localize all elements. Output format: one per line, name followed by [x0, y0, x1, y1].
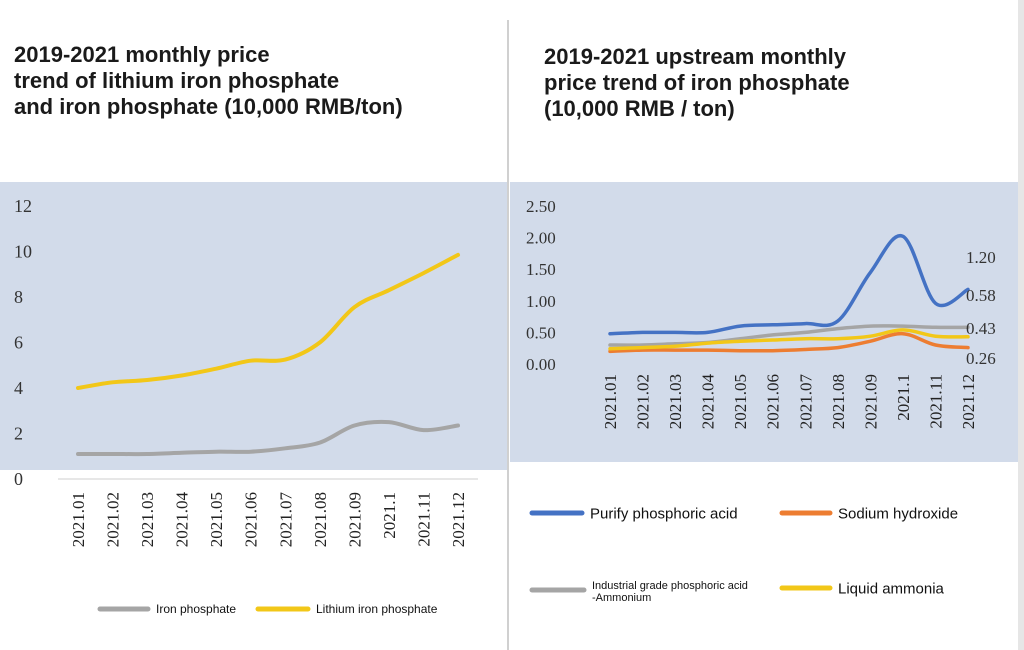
y-tick-label: 0.00	[526, 355, 556, 374]
right-plot-band	[510, 182, 1024, 462]
x-tick-label: 2021.01	[69, 492, 88, 547]
left-chart: 0 2 4 6 8 10 12 2021.01 2021.02 2021.03 2021.04 202…	[14, 196, 478, 616]
series-line-1	[608, 234, 970, 336]
panel-divider	[507, 20, 509, 650]
y-tick-label: 8	[14, 287, 23, 307]
x-tick-label: 2021.1	[894, 374, 913, 421]
y-tick-label: 1.50	[526, 260, 556, 279]
y-tick-label: 2	[14, 424, 23, 444]
y-tick-label: 0	[14, 469, 23, 489]
x-tick-label: 2021.11	[926, 374, 945, 429]
x-tick-label: 2021.06	[764, 374, 783, 429]
series-line-4	[608, 328, 970, 351]
legend-label: Liquid ammonia	[838, 580, 945, 597]
y-tick-label: 10	[14, 242, 32, 262]
x-tick-label: 2021.11	[414, 492, 433, 547]
x-tick-label: 2021.03	[138, 492, 157, 547]
y-tick-label: 6	[14, 333, 23, 353]
x-tick-label: 2021.08	[311, 492, 330, 547]
x-tick-label: 2021.05	[207, 492, 226, 547]
end-value-label: 0.26	[966, 349, 996, 368]
series-line-2	[76, 252, 460, 390]
y-tick-label: 4	[14, 378, 23, 398]
x-tick-label: 2021.06	[242, 492, 261, 547]
x-tick-label: 2021.12	[959, 374, 978, 429]
series-line-2	[608, 331, 970, 354]
legend-label: Industrial grade phosphoric acid -Ammoniu…	[592, 580, 748, 604]
left-chart-title: 2019-2021 monthly price trend of lithium…	[14, 42, 403, 119]
x-tick-label: 2021.12	[449, 492, 468, 547]
end-value-label: 0.58	[966, 286, 996, 305]
x-tick-label: 2021.08	[829, 374, 848, 429]
x-tick-label: 2021.1	[380, 492, 399, 539]
legend-label: Iron phosphate	[156, 602, 236, 616]
x-tick-label: 2021.09	[861, 374, 880, 429]
left-plot-band	[0, 182, 508, 470]
series-line-1	[76, 419, 460, 457]
legend-label: Purify phosphoric acid	[590, 505, 738, 522]
x-tick-label: 2021.09	[345, 492, 364, 547]
x-tick-label: 2021.01	[601, 374, 620, 429]
right-chart-title: 2019-2021 upstream monthly price trend o…	[544, 44, 850, 121]
x-tick-label: 2021.03	[666, 374, 685, 429]
right-chart: 0.00 0.50 1.00 1.50 2.00 2.50 2021.01 2021.02 20…	[526, 197, 996, 604]
right-edge-strip	[1018, 0, 1024, 650]
x-tick-label: 2021.04	[173, 492, 192, 548]
series-line-3	[608, 324, 970, 347]
x-tick-label: 2021.02	[104, 492, 123, 547]
legend-label: Lithium iron phosphate	[316, 602, 438, 616]
y-tick-label: 12	[14, 196, 32, 216]
end-value-label: 0.43	[966, 319, 996, 338]
x-tick-label: 2021.02	[634, 374, 653, 429]
x-tick-label: 2021.07	[796, 374, 815, 430]
y-tick-label: 0.50	[526, 323, 556, 342]
y-tick-label: 1.00	[526, 292, 556, 311]
x-tick-label: 2021.07	[276, 492, 295, 548]
end-value-label: 1.20	[966, 248, 996, 267]
y-tick-label: 2.00	[526, 229, 556, 248]
legend-label: Sodium hydroxide	[838, 505, 958, 522]
x-tick-label: 2021.05	[731, 374, 750, 429]
x-tick-label: 2021.04	[699, 374, 718, 430]
y-tick-label: 2.50	[526, 197, 556, 216]
